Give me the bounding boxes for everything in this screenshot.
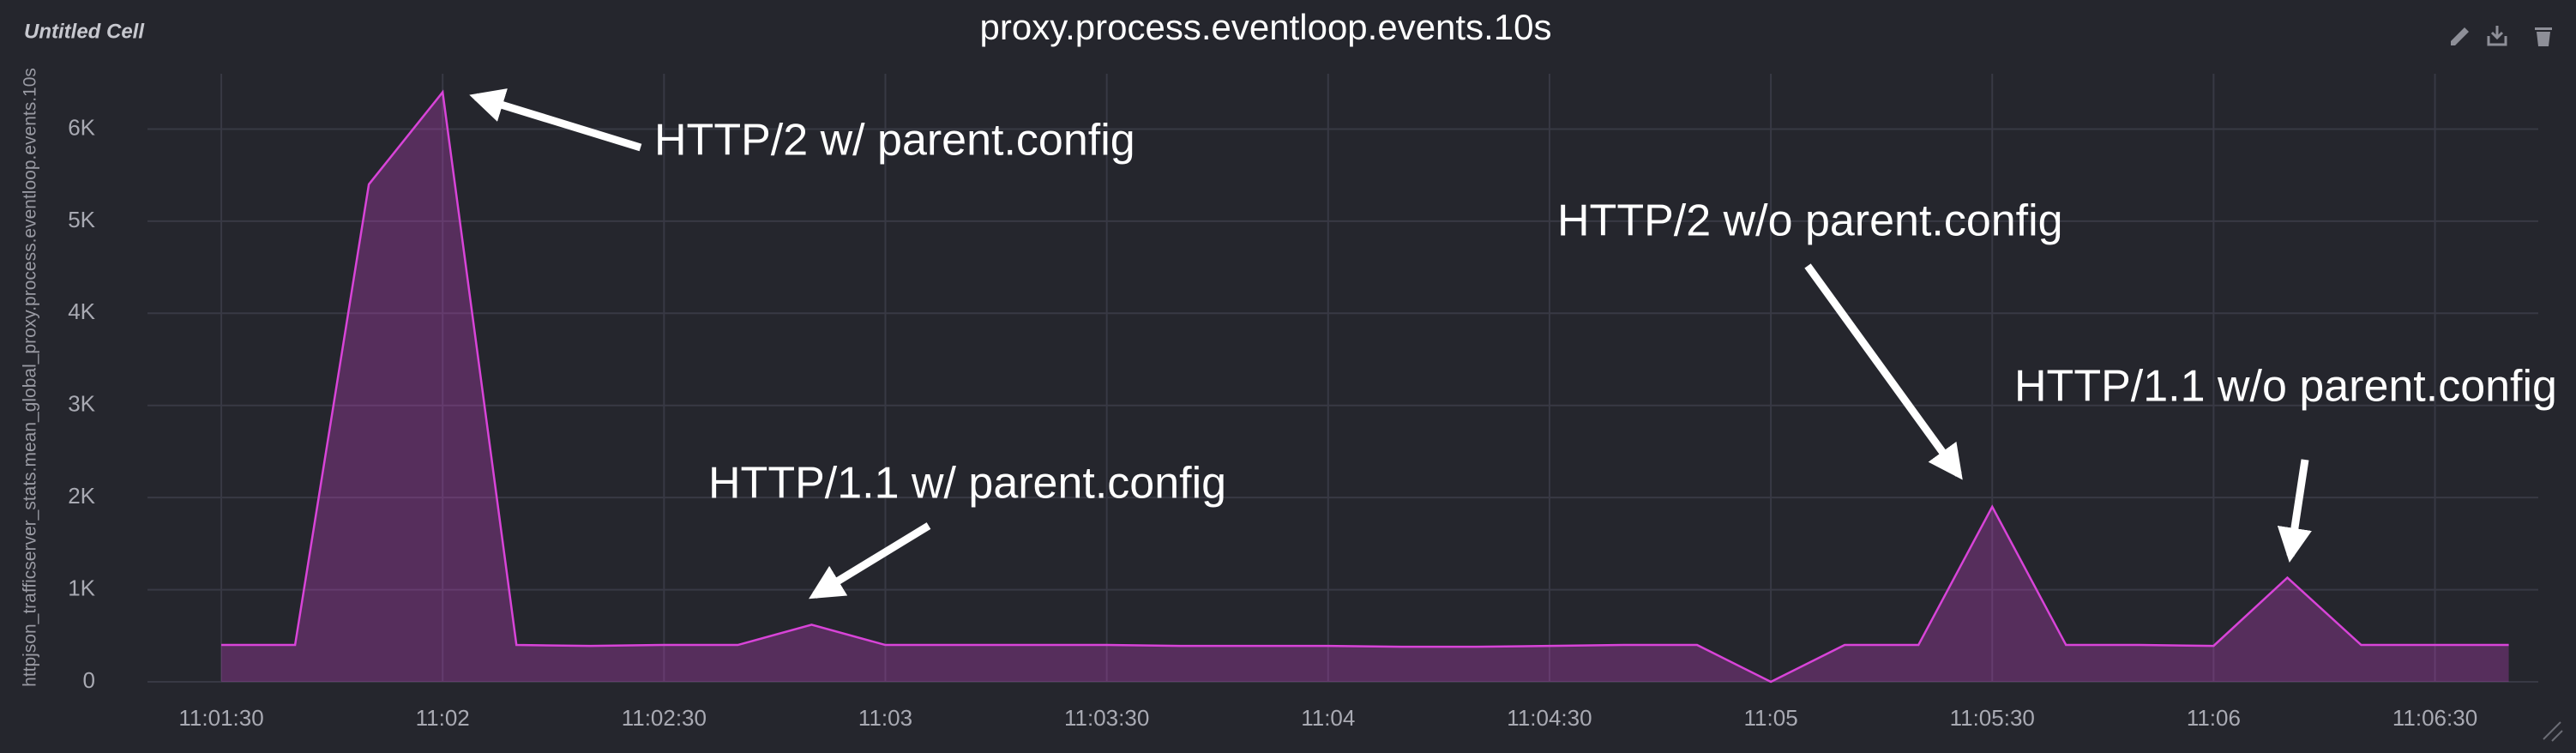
edit-icon[interactable] bbox=[2451, 27, 2469, 45]
arrow bbox=[469, 88, 642, 152]
download-icon[interactable] bbox=[2487, 26, 2507, 46]
y-tick-label: 3K bbox=[68, 391, 95, 417]
x-tick-label: 11:05:30 bbox=[1950, 705, 2035, 731]
line bbox=[221, 89, 2509, 684]
cell-title[interactable]: Untitled Cell bbox=[24, 20, 145, 43]
y-tick-label: 4K bbox=[68, 298, 95, 324]
x-tick-label: 11:06:30 bbox=[2392, 705, 2477, 731]
x-tick-label: 11:04 bbox=[1301, 705, 1355, 731]
delete-icon[interactable] bbox=[2535, 27, 2552, 46]
arrows bbox=[469, 88, 2312, 599]
chart-title: proxy.process.eventloop.events.10s bbox=[980, 7, 1552, 47]
y-tick-label: 2K bbox=[68, 483, 95, 509]
resize-handle[interactable] bbox=[2543, 721, 2563, 742]
x-tick-label: 11:03 bbox=[858, 705, 912, 731]
x-tick-label: 11:01:30 bbox=[178, 705, 263, 731]
x-tick-label: 11:06 bbox=[2187, 705, 2241, 731]
y-tick-label: 6K bbox=[68, 114, 95, 140]
y-tick-label: 0 bbox=[83, 667, 95, 693]
x-tick-label: 11:02 bbox=[416, 705, 470, 731]
annotation: HTTP/2 w/o parent.config bbox=[1557, 196, 2063, 246]
toolbar bbox=[2451, 26, 2563, 742]
y-axis-label: httpjson_trafficserver_stats.mean_global… bbox=[21, 68, 40, 687]
arrow bbox=[2277, 459, 2312, 563]
arrow bbox=[1804, 263, 1963, 480]
x-tick-label: 11:05 bbox=[1744, 705, 1798, 731]
annotation: HTTP/1.1 w/ parent.config bbox=[708, 459, 1226, 509]
annotation: HTTP/2 w/ parent.config bbox=[654, 116, 1135, 166]
x-tick-label: 11:02:30 bbox=[622, 705, 707, 731]
y-tick-label: 5K bbox=[68, 207, 95, 232]
annotation: HTTP/1.1 w/o parent.config bbox=[2014, 362, 2557, 412]
y-tick-label: 1K bbox=[68, 575, 95, 600]
arrow bbox=[809, 522, 931, 599]
plot-area: 0 1K 2K 3K 4K 5K 6K 11:01:30 11:02 11:02:30 11:03 1… bbox=[68, 74, 2538, 731]
x-tick-label: 11:04:30 bbox=[1507, 705, 1592, 731]
x-tick-label: 11:03:30 bbox=[1064, 705, 1149, 731]
